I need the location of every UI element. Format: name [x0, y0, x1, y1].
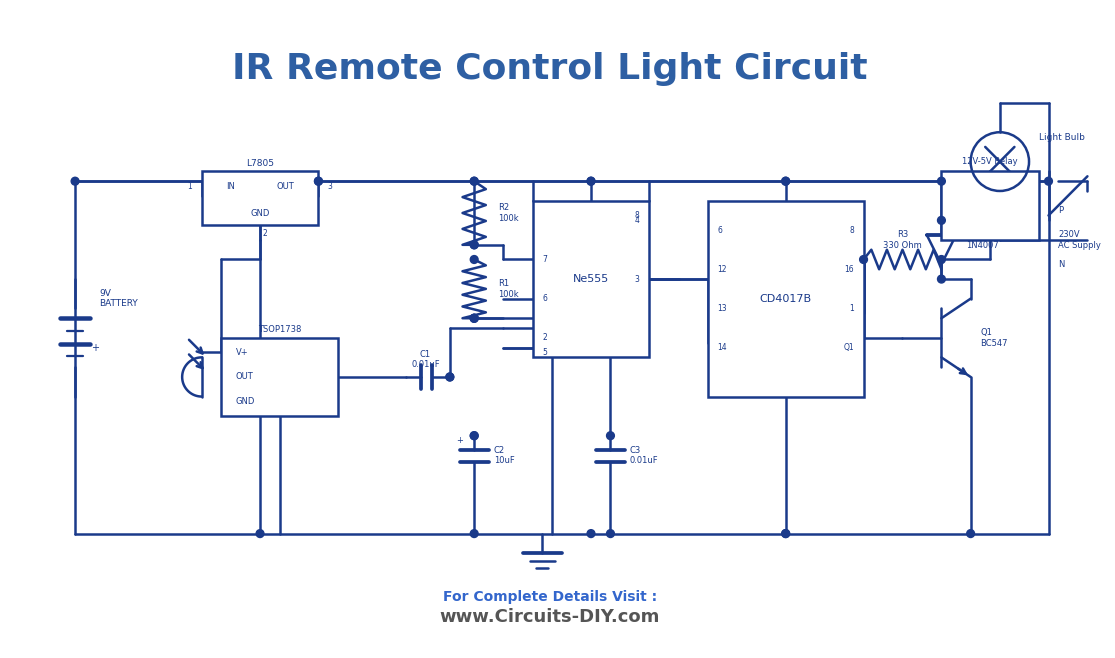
- Text: C2
10uF: C2 10uF: [494, 445, 514, 465]
- Circle shape: [446, 373, 454, 381]
- Text: P: P: [1058, 206, 1064, 215]
- Circle shape: [471, 315, 478, 322]
- Text: 1: 1: [187, 182, 192, 191]
- Text: Ne555: Ne555: [573, 274, 609, 284]
- Circle shape: [782, 530, 789, 538]
- Text: 8: 8: [634, 211, 640, 220]
- Circle shape: [608, 433, 613, 439]
- Text: 5: 5: [542, 348, 547, 357]
- Text: GND: GND: [251, 209, 270, 218]
- Circle shape: [314, 177, 322, 185]
- Text: Q1
BC547: Q1 BC547: [980, 328, 1008, 347]
- Text: 12: 12: [718, 265, 727, 274]
- Circle shape: [471, 241, 478, 249]
- Circle shape: [860, 255, 867, 263]
- Bar: [941, 171, 1039, 240]
- Text: D1
1N4007: D1 1N4007: [966, 230, 999, 249]
- Circle shape: [938, 275, 946, 283]
- Text: L7805: L7805: [246, 159, 274, 168]
- Circle shape: [967, 530, 975, 538]
- Text: TSOP1738: TSOP1738: [258, 326, 301, 334]
- Circle shape: [314, 177, 322, 185]
- Text: 6: 6: [718, 226, 723, 235]
- Circle shape: [471, 432, 478, 440]
- Bar: [221, 338, 338, 416]
- Text: 6: 6: [542, 294, 547, 303]
- Text: 3: 3: [328, 182, 332, 191]
- Text: OUT: OUT: [235, 372, 253, 382]
- Text: For Complete Details Visit :: For Complete Details Visit :: [443, 590, 657, 604]
- Circle shape: [471, 530, 478, 538]
- Text: Q1: Q1: [843, 343, 854, 352]
- Circle shape: [938, 177, 946, 185]
- Text: 3: 3: [634, 274, 640, 284]
- Circle shape: [588, 530, 595, 538]
- Circle shape: [446, 373, 454, 381]
- Circle shape: [471, 177, 478, 185]
- Bar: [202, 171, 319, 225]
- Text: 230V
AC Supply: 230V AC Supply: [1058, 230, 1102, 249]
- Circle shape: [471, 177, 478, 185]
- Circle shape: [471, 315, 478, 322]
- Circle shape: [588, 177, 595, 185]
- Circle shape: [938, 255, 946, 263]
- Circle shape: [71, 177, 79, 185]
- Text: 9V
BATTERY: 9V BATTERY: [99, 289, 138, 309]
- Circle shape: [256, 530, 264, 538]
- Text: V+: V+: [235, 348, 249, 357]
- Text: OUT: OUT: [277, 182, 294, 191]
- Text: www.Circuits-DIY.com: www.Circuits-DIY.com: [439, 608, 660, 626]
- Text: 2: 2: [542, 334, 547, 342]
- Text: C3
0.01uF: C3 0.01uF: [630, 445, 659, 465]
- Bar: [708, 201, 863, 397]
- Circle shape: [471, 255, 478, 263]
- Text: 1: 1: [849, 304, 854, 313]
- Text: 2: 2: [262, 228, 268, 238]
- Circle shape: [938, 216, 946, 224]
- Text: IN: IN: [226, 182, 235, 191]
- Text: 12V-5V Relay: 12V-5V Relay: [962, 157, 1018, 166]
- Bar: [533, 201, 649, 357]
- Circle shape: [588, 177, 595, 185]
- Text: 16: 16: [844, 265, 854, 274]
- Circle shape: [471, 432, 478, 440]
- Text: R3
330 Ohm: R3 330 Ohm: [883, 230, 922, 249]
- Text: 7: 7: [542, 255, 547, 264]
- Text: R1
100k: R1 100k: [498, 279, 520, 299]
- Text: 14: 14: [718, 343, 727, 352]
- Circle shape: [782, 530, 789, 538]
- Text: Light Bulb: Light Bulb: [1039, 133, 1085, 141]
- Circle shape: [607, 530, 614, 538]
- Text: IR Remote Control Light Circuit: IR Remote Control Light Circuit: [232, 51, 867, 86]
- Text: +: +: [456, 436, 463, 445]
- Circle shape: [782, 177, 789, 185]
- Text: 13: 13: [718, 304, 727, 313]
- Text: 4: 4: [634, 216, 640, 225]
- Text: CD4017B: CD4017B: [759, 293, 812, 303]
- Text: N: N: [1058, 260, 1065, 269]
- Circle shape: [782, 177, 789, 185]
- Text: C1
0.01uF: C1 0.01uF: [411, 349, 439, 369]
- Circle shape: [1045, 177, 1053, 185]
- Text: 8: 8: [849, 226, 854, 235]
- Circle shape: [471, 241, 478, 249]
- Circle shape: [471, 315, 478, 322]
- Text: GND: GND: [235, 397, 255, 406]
- Circle shape: [607, 432, 614, 440]
- Text: +: +: [90, 343, 98, 353]
- Text: R2
100k: R2 100k: [498, 203, 520, 222]
